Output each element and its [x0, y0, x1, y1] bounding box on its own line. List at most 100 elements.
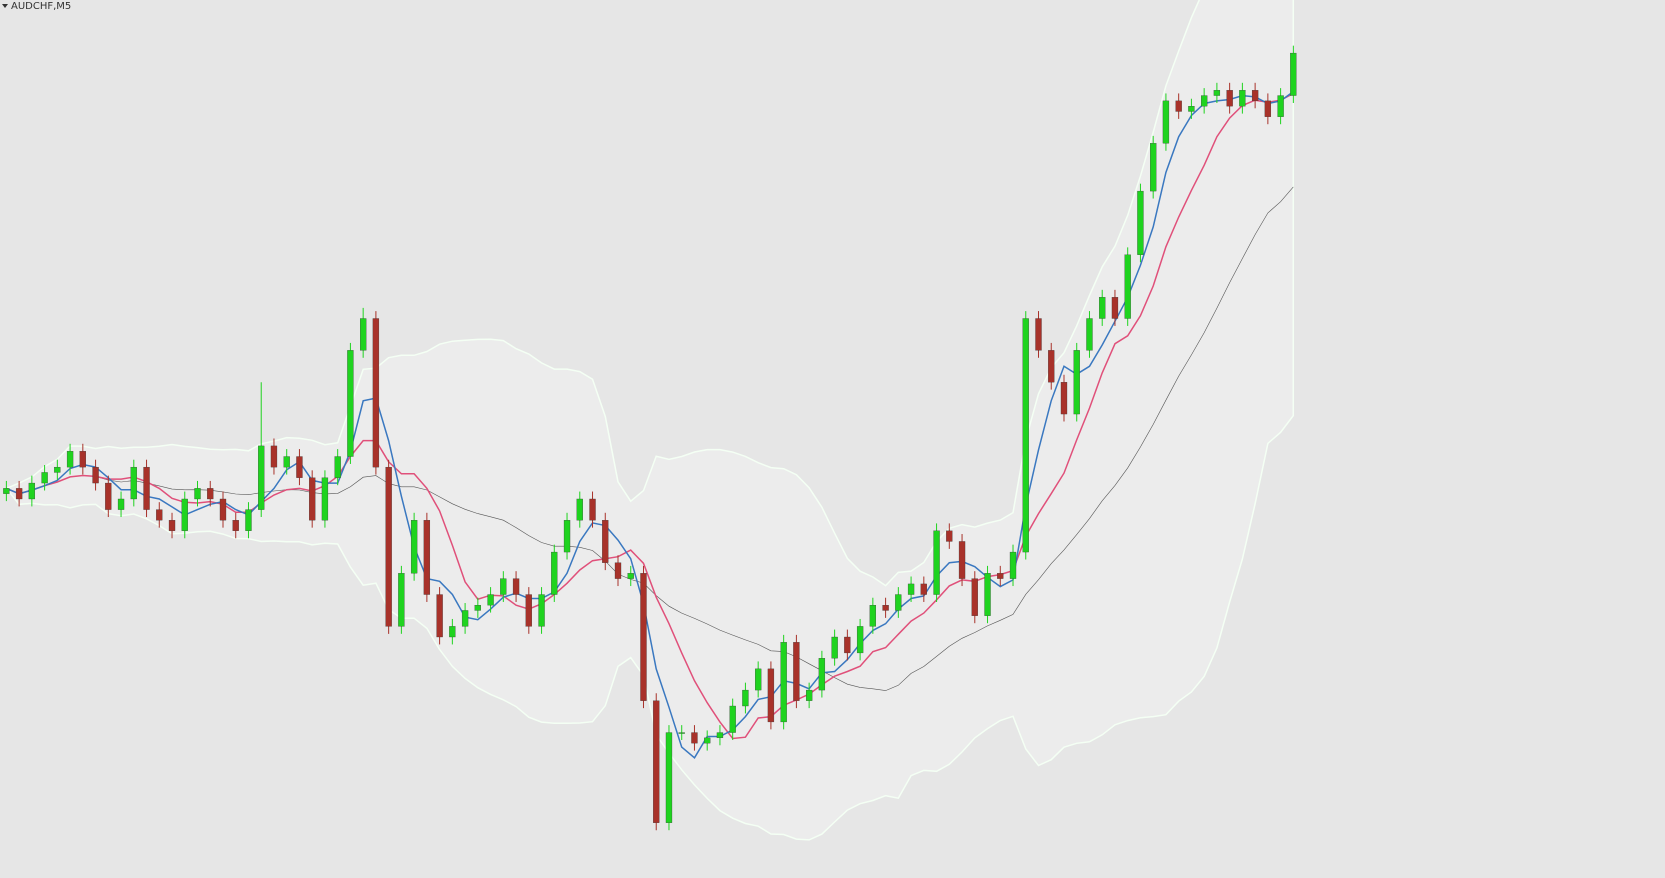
bollinger-band: [5, 0, 1295, 841]
candle-body: [105, 482, 112, 510]
candle-body: [653, 700, 660, 823]
candle-body: [767, 668, 775, 723]
candle-body: [1073, 350, 1080, 415]
candle-body: [933, 530, 940, 595]
candle-body: [1162, 100, 1170, 144]
candle-body: [755, 668, 762, 691]
candle-body: [640, 573, 647, 701]
candle-body: [1022, 318, 1029, 553]
candle-body: [997, 573, 1004, 579]
candle-body: [309, 477, 316, 521]
candle-body: [3, 488, 10, 494]
candle-body: [360, 318, 367, 351]
candle-body: [614, 562, 622, 579]
candle-body: [219, 498, 227, 521]
candle-body: [449, 626, 456, 638]
candle-body: [1048, 350, 1055, 383]
candle-body: [1201, 95, 1208, 107]
candle-body: [385, 466, 392, 627]
candle-body: [780, 642, 787, 723]
candle-body: [436, 594, 443, 638]
candle-body: [66, 451, 74, 468]
candle-body: [1290, 52, 1297, 96]
candle-body: [563, 520, 571, 553]
candle-body: [283, 456, 290, 468]
candle-body: [895, 594, 902, 611]
candle-body: [602, 520, 609, 563]
candle-body: [1150, 143, 1157, 192]
candle-body: [168, 520, 176, 531]
candle-body: [143, 466, 150, 510]
candle-body: [920, 583, 927, 595]
candle-body: [844, 636, 851, 654]
candle-body: [1060, 382, 1068, 415]
candle-body: [512, 578, 520, 595]
candle-body: [818, 658, 826, 691]
candle-body: [181, 498, 188, 531]
candle-body: [971, 578, 978, 616]
candle-body: [831, 636, 838, 659]
candle-body: [296, 456, 303, 478]
moving-average: [6, 186, 1294, 691]
candle-body: [704, 737, 711, 744]
candle-body: [1188, 106, 1195, 112]
candle-body: [28, 482, 36, 500]
collapse-arrow[interactable]: [2, 4, 8, 8]
candle-body: [691, 732, 698, 744]
candle-body: [423, 520, 431, 595]
candle-body: [1009, 551, 1017, 579]
candle-body: [1175, 100, 1182, 112]
candle-body: [474, 605, 481, 611]
candle-body: [716, 732, 724, 739]
candle-body: [589, 498, 596, 521]
candle-body: [410, 520, 418, 574]
candle-body: [270, 445, 278, 468]
candle-body: [194, 488, 201, 500]
candle-body: [1137, 190, 1144, 255]
candle-body: [1213, 90, 1221, 96]
candle-body: [1226, 90, 1233, 107]
candle-body: [245, 509, 252, 531]
candle-body: [742, 689, 749, 707]
candle-body: [729, 705, 736, 733]
candle-body: [1264, 100, 1272, 117]
candle-body: [1251, 90, 1259, 102]
candle-body: [525, 594, 532, 627]
candle-body: [538, 594, 545, 627]
candle-body: [487, 594, 494, 606]
candle-body: [869, 605, 877, 627]
candle-body: [54, 466, 61, 473]
candle-body: [130, 466, 137, 500]
candle-body: [805, 689, 813, 701]
candle-body: [232, 520, 239, 531]
candle-body: [500, 578, 507, 595]
candle-body: [15, 488, 23, 500]
candle-body: [207, 488, 214, 500]
candle-body: [958, 541, 966, 579]
candle-body: [946, 530, 953, 542]
candle-body: [1277, 95, 1284, 117]
candle-body: [984, 573, 991, 616]
candle-body: [627, 573, 634, 579]
candle-body: [321, 477, 329, 521]
candle-body: [856, 626, 864, 654]
candle-body: [882, 605, 889, 611]
candle-body: [347, 350, 354, 457]
candle-body: [398, 573, 405, 627]
candle-body: [907, 583, 915, 595]
candle-body: [665, 732, 673, 823]
candle-body: [117, 498, 125, 510]
chart-title: AUDCHF,M5: [11, 1, 71, 12]
candle-body: [1035, 318, 1042, 351]
candle-body: [678, 732, 685, 734]
candle-body: [92, 466, 99, 484]
candle-body: [1239, 90, 1246, 107]
candle-body: [576, 498, 583, 521]
candle-body: [1099, 297, 1106, 319]
candle-body: [258, 445, 265, 510]
candle-body: [79, 451, 86, 468]
candle-body: [461, 610, 469, 627]
candle-body: [1124, 254, 1131, 319]
candle-body: [334, 456, 341, 478]
